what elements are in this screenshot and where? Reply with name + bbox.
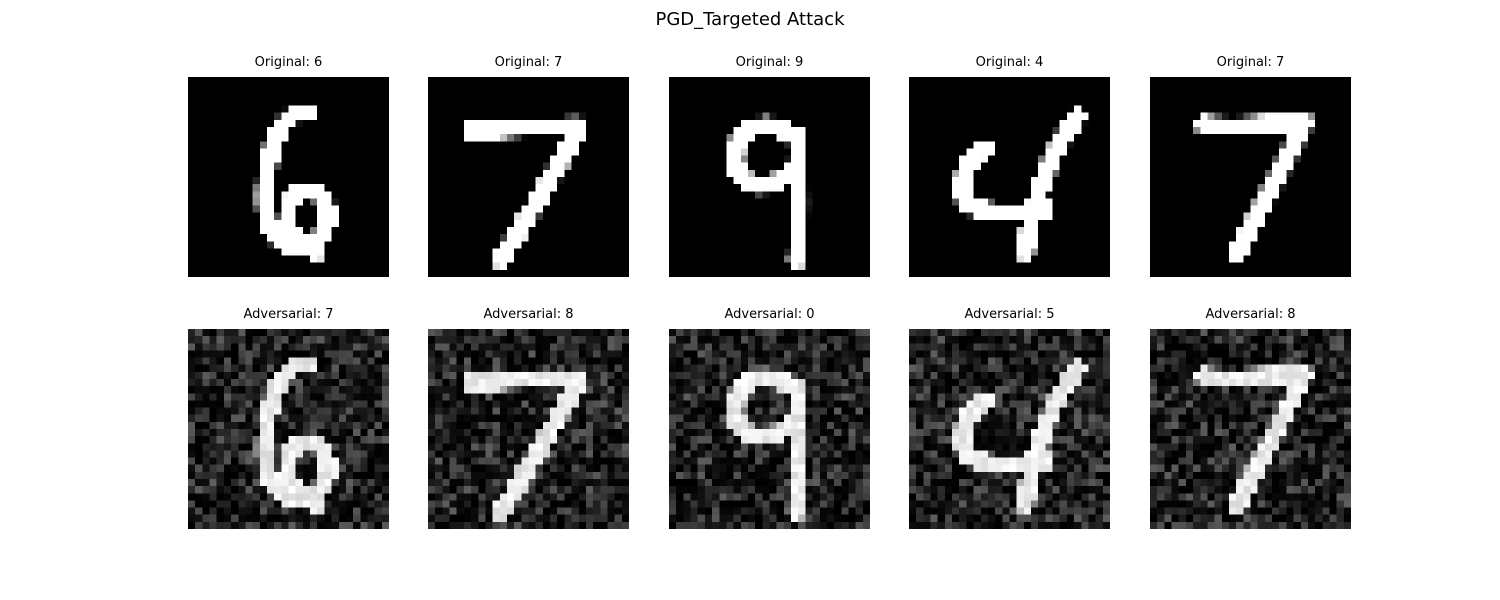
original-digit-image-3: [669, 77, 870, 277]
adversarial-cell-1: Adversarial: 7: [188, 307, 389, 529]
adversarial-digit-image-4: [909, 329, 1110, 529]
original-digit-image-2: [428, 77, 629, 277]
original-label-1: Original: 6: [254, 55, 323, 70]
adversarial-label-2: Adversarial: 8: [483, 307, 574, 322]
adversarial-label-3: Adversarial: 0: [724, 307, 815, 322]
adversarial-cell-4: Adversarial: 5: [909, 307, 1110, 529]
original-digit-image-5: [1150, 77, 1351, 277]
adversarial-cell-3: Adversarial: 0: [669, 307, 870, 529]
adversarial-label-5: Adversarial: 8: [1205, 307, 1296, 322]
original-label-2: Original: 7: [494, 55, 563, 70]
original-digit-image-4: [909, 77, 1110, 277]
adversarial-digit-image-5: [1150, 329, 1351, 529]
adversarial-cell-5: Adversarial: 8: [1150, 307, 1351, 529]
original-cell-2: Original: 7: [428, 55, 629, 277]
adversarial-label-1: Adversarial: 7: [243, 307, 334, 322]
original-label-4: Original: 4: [975, 55, 1044, 70]
adversarial-cell-2: Adversarial: 8: [428, 307, 629, 529]
original-label-5: Original: 7: [1216, 55, 1285, 70]
figure-title: PGD_Targeted Attack: [655, 9, 845, 30]
adversarial-digit-image-2: [428, 329, 629, 529]
original-cell-5: Original: 7: [1150, 55, 1351, 277]
adversarial-digit-image-1: [188, 329, 389, 529]
adversarial-digit-image-3: [669, 329, 870, 529]
original-cell-4: Original: 4: [909, 55, 1110, 277]
original-cell-3: Original: 9: [669, 55, 870, 277]
adversarial-label-4: Adversarial: 5: [964, 307, 1055, 322]
original-digit-image-1: [188, 77, 389, 277]
original-label-3: Original: 9: [735, 55, 804, 70]
original-cell-1: Original: 6: [188, 55, 389, 277]
